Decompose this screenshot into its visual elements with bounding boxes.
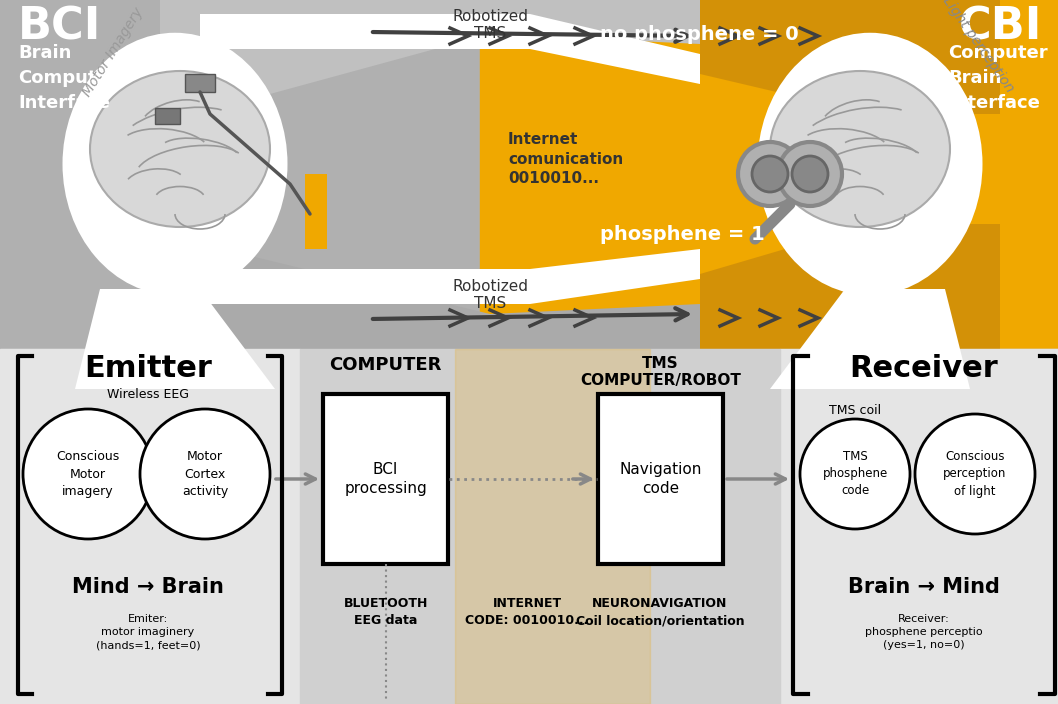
Polygon shape	[200, 14, 700, 84]
Circle shape	[778, 142, 842, 206]
Text: Robotized
TMS: Robotized TMS	[452, 279, 528, 311]
Circle shape	[792, 156, 828, 192]
Ellipse shape	[758, 33, 983, 295]
Bar	[305, 174, 327, 249]
Circle shape	[738, 142, 802, 206]
Ellipse shape	[62, 33, 288, 295]
Polygon shape	[770, 289, 970, 389]
Text: Emitter: Emitter	[84, 354, 212, 383]
Text: INTERNET
CODE: 0010010...: INTERNET CODE: 0010010...	[466, 597, 588, 627]
Circle shape	[23, 409, 153, 539]
Text: Receiver: Receiver	[850, 354, 999, 383]
Text: Conscious
perception
of light: Conscious perception of light	[944, 451, 1007, 498]
Polygon shape	[75, 289, 275, 389]
Bar	[455, 349, 650, 704]
Polygon shape	[700, 224, 1000, 352]
Bar	[0, 349, 1058, 704]
Polygon shape	[700, 0, 1000, 114]
Bar	[185, 74, 215, 92]
Text: Internet
comunication
0010010...: Internet comunication 0010010...	[508, 132, 623, 187]
Text: Brain
Computer
Interface: Brain Computer Interface	[18, 44, 117, 112]
Text: CBI: CBI	[959, 6, 1042, 49]
Bar	[598, 394, 723, 564]
Text: TMS coil: TMS coil	[828, 404, 881, 417]
Text: TMS
COMPUTER/ROBOT: TMS COMPUTER/ROBOT	[580, 356, 741, 389]
Text: Robotized
TMS: Robotized TMS	[452, 9, 528, 42]
Text: Navigation
code: Navigation code	[619, 462, 701, 496]
Polygon shape	[200, 249, 700, 304]
Text: BCI: BCI	[18, 6, 102, 49]
Polygon shape	[160, 234, 700, 352]
Circle shape	[915, 414, 1035, 534]
Text: Light perception: Light perception	[940, 0, 1017, 95]
Text: TMS
phosphene
code: TMS phosphene code	[822, 451, 888, 498]
Bar	[0, 349, 300, 704]
Text: Brain → Mind: Brain → Mind	[849, 577, 1000, 597]
Text: Receiver:
phosphene perceptio
(yes=1, no=0): Receiver: phosphene perceptio (yes=1, no…	[865, 614, 983, 650]
Text: BLUETOOTH
EEG data: BLUETOOTH EEG data	[344, 597, 428, 627]
Text: NEURONAVIGATION
Coil location/orientation: NEURONAVIGATION Coil location/orientatio…	[576, 597, 745, 627]
Circle shape	[800, 419, 910, 529]
Text: Emiter:
motor imaginery
(hands=1, feet=0): Emiter: motor imaginery (hands=1, feet=0…	[95, 614, 200, 650]
Bar	[156, 108, 180, 124]
Bar	[300, 349, 780, 704]
Circle shape	[140, 409, 270, 539]
Ellipse shape	[90, 71, 270, 227]
Polygon shape	[160, 0, 700, 124]
Bar	[323, 394, 448, 564]
Text: Mind → Brain: Mind → Brain	[72, 577, 224, 597]
Text: phosphene = 1: phosphene = 1	[600, 225, 765, 244]
Text: BCI
processing: BCI processing	[344, 462, 426, 496]
Text: Wireless EEG: Wireless EEG	[107, 388, 189, 401]
Bar	[480, 0, 1058, 352]
Bar	[780, 349, 1058, 704]
Text: Computer
Brain
Interface: Computer Brain Interface	[948, 44, 1047, 112]
Text: Motor Imagery: Motor Imagery	[80, 5, 146, 99]
Text: Conscious
Motor
imagery: Conscious Motor imagery	[56, 451, 120, 498]
Text: Motor
Cortex
activity: Motor Cortex activity	[182, 451, 229, 498]
Text: no phosphene = 0: no phosphene = 0	[600, 25, 799, 44]
Text: COMPUTER: COMPUTER	[329, 356, 441, 374]
Text: hands = 1: hands = 1	[310, 278, 436, 298]
Ellipse shape	[770, 71, 950, 227]
Circle shape	[752, 156, 788, 192]
Text: feet = 0: feet = 0	[310, 14, 411, 34]
